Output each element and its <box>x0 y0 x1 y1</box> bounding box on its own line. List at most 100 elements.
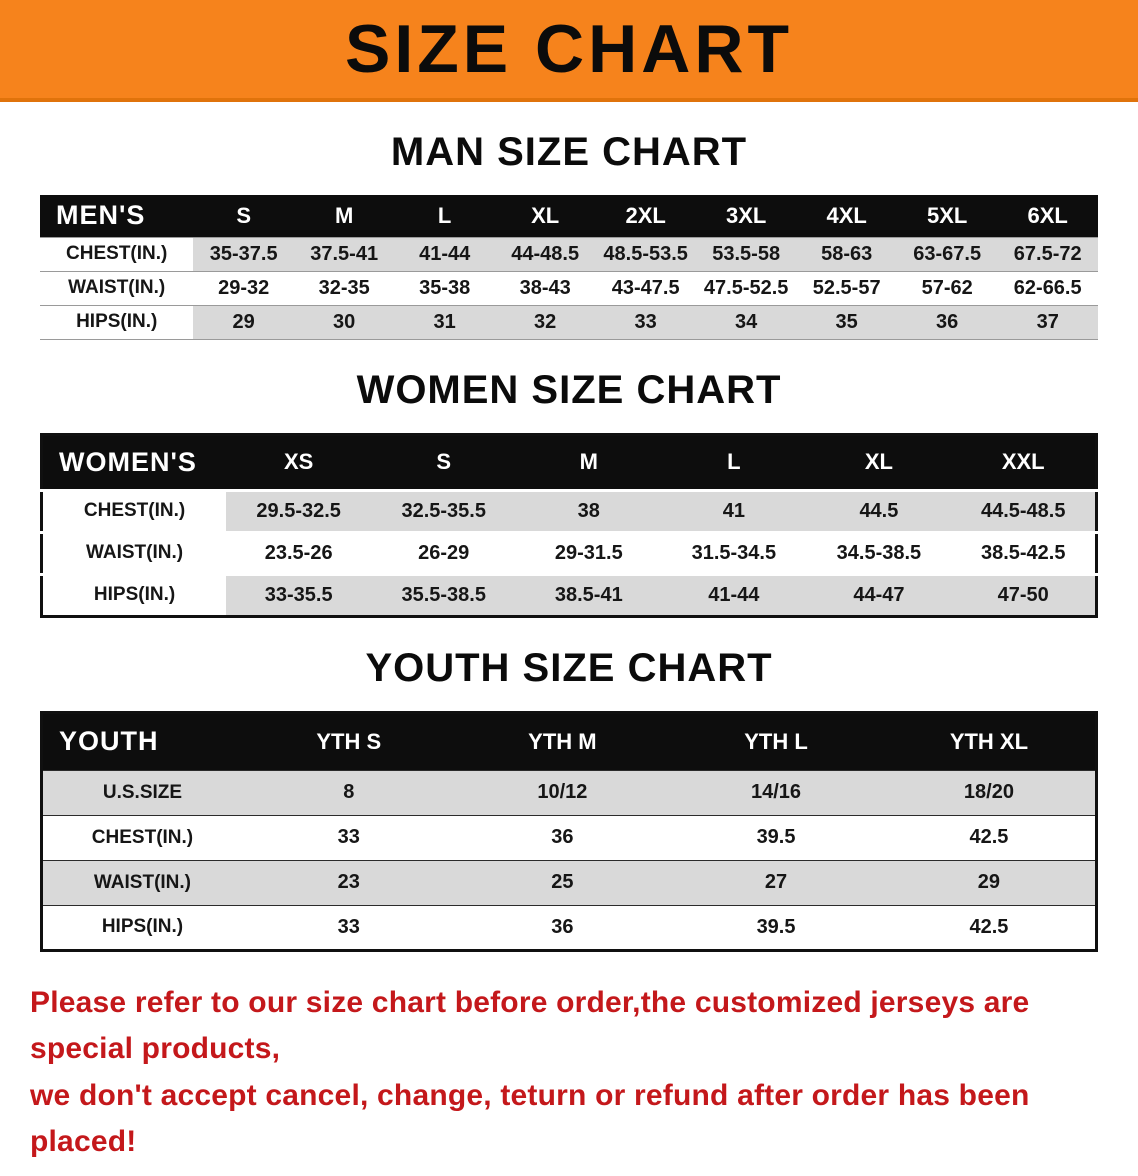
value-cell: 36 <box>455 814 670 860</box>
size-header-cell: YTH S <box>241 712 456 770</box>
value-cell: 10/12 <box>455 769 670 815</box>
row-label-cell: HIPS(IN.) <box>41 572 227 616</box>
value-cell: 39.5 <box>669 904 883 950</box>
table-header-row: MEN'S S M L XL 2XL 3XL 4XL 5XL 6XL <box>40 195 1098 237</box>
value-cell: 29 <box>193 305 294 340</box>
table-row: WAIST(IN.) 23.5-26 26-29 29-31.5 31.5-34.5 34… <box>41 530 1097 574</box>
value-cell: 58-63 <box>796 236 897 272</box>
table-row: HIPS(IN.) 33-35.5 35.5-38.5 38.5-41 41-44 44-… <box>41 572 1097 616</box>
value-cell: 29.5-32.5 <box>226 488 372 532</box>
row-label-cell: HIPS(IN.) <box>40 305 194 340</box>
value-cell: 38.5-42.5 <box>951 530 1097 574</box>
row-label-cell: WAIST(IN.) <box>40 271 194 306</box>
value-cell: 32.5-35.5 <box>371 488 517 532</box>
table-title-cell: MEN'S <box>40 195 194 237</box>
value-cell: 29-32 <box>193 271 294 306</box>
value-cell: 18/20 <box>882 769 1097 815</box>
value-cell: 23 <box>241 859 456 905</box>
table-title-cell: YOUTH <box>41 712 242 770</box>
row-label-cell: U.S.SIZE <box>41 769 242 815</box>
value-cell: 36 <box>896 305 998 340</box>
banner-title: SIZE CHART <box>345 11 793 87</box>
size-header-cell: XS <box>226 434 372 490</box>
value-cell: 33 <box>241 904 456 950</box>
table-row: WAIST(IN.) 29-32 32-35 35-38 38-43 43-47.5 47.… <box>40 271 1098 306</box>
value-cell: 34.5-38.5 <box>806 530 952 574</box>
size-header-cell: L <box>661 434 807 490</box>
value-cell: 26-29 <box>371 530 517 574</box>
value-cell: 32-35 <box>293 271 395 306</box>
value-cell: 38.5-41 <box>516 572 662 616</box>
youth-section-heading: YOUTH SIZE CHART <box>365 645 773 690</box>
value-cell: 29 <box>882 859 1097 905</box>
value-cell: 8 <box>241 769 456 815</box>
men-size-table: MEN'S S M L XL 2XL 3XL 4XL 5XL 6XL CHEST(IN.) 35-37… <box>40 195 1098 340</box>
value-cell: 33 <box>595 305 696 340</box>
row-label-cell: WAIST(IN.) <box>41 859 242 905</box>
value-cell: 35 <box>796 305 897 340</box>
table-title-cell: WOMEN'S <box>41 434 227 490</box>
value-cell: 44-48.5 <box>494 236 596 272</box>
value-cell: 23.5-26 <box>226 530 372 574</box>
row-label-cell: CHEST(IN.) <box>41 814 242 860</box>
women-size-table: WOMEN'S XS S M L XL XXL CHEST(IN.) 29.5-32.5 32.5… <box>40 432 1098 618</box>
value-cell: 38 <box>516 488 662 532</box>
table-row: CHEST(IN.) 33 36 39.5 42.5 <box>41 814 1097 860</box>
table-row: CHEST(IN.) 29.5-32.5 32.5-35.5 38 41 44.5 44.5… <box>41 488 1097 532</box>
size-header-cell: L <box>394 195 495 237</box>
disclaimer-line-2: we don't accept cancel, change, teturn o… <box>30 1078 1030 1159</box>
value-cell: 57-62 <box>896 271 998 306</box>
value-cell: 38-43 <box>494 271 596 306</box>
disclaimer-line-1: Please refer to our size chart before or… <box>30 985 1030 1066</box>
value-cell: 33 <box>241 814 456 860</box>
table-row: HIPS(IN.) 29 30 31 32 33 34 35 36 37 <box>40 305 1098 340</box>
women-section-heading: WOMEN SIZE CHART <box>356 367 782 412</box>
disclaimer: Please refer to our size chart before or… <box>0 980 1138 1166</box>
value-cell: 37 <box>997 305 1098 340</box>
value-cell: 35-38 <box>394 271 495 306</box>
value-cell: 30 <box>293 305 395 340</box>
value-cell: 34 <box>695 305 797 340</box>
value-cell: 27 <box>669 859 883 905</box>
table-row: WAIST(IN.) 23 25 27 29 <box>41 859 1097 905</box>
size-header-cell: 2XL <box>595 195 696 237</box>
value-cell: 47.5-52.5 <box>695 271 797 306</box>
value-cell: 47-50 <box>951 572 1097 616</box>
value-cell: 33-35.5 <box>226 572 372 616</box>
value-cell: 41-44 <box>661 572 807 616</box>
value-cell: 36 <box>455 904 670 950</box>
row-label-cell: CHEST(IN.) <box>40 236 194 272</box>
value-cell: 53.5-58 <box>695 236 797 272</box>
men-section-heading: MAN SIZE CHART <box>390 130 748 174</box>
value-cell: 67.5-72 <box>997 236 1098 272</box>
value-cell: 42.5 <box>882 814 1097 860</box>
value-cell: 48.5-53.5 <box>595 236 696 272</box>
value-cell: 31 <box>394 305 495 340</box>
value-cell: 41-44 <box>394 236 495 272</box>
value-cell: 25 <box>455 859 670 905</box>
size-header-cell: M <box>516 434 662 490</box>
row-label-cell: CHEST(IN.) <box>41 488 227 532</box>
size-chart-banner: SIZE CHART <box>0 0 1138 102</box>
youth-size-section: YOUTH SIZE CHART YOUTH YTH S YTH M YTH L YTH… <box>0 646 1138 952</box>
size-header-cell: S <box>371 434 517 490</box>
table-row: HIPS(IN.) 33 36 39.5 42.5 <box>41 904 1097 950</box>
size-header-cell: XL <box>806 434 952 490</box>
size-header-cell: M <box>293 195 395 237</box>
value-cell: 29-31.5 <box>516 530 662 574</box>
size-header-cell: XL <box>494 195 596 237</box>
size-header-cell: 3XL <box>695 195 797 237</box>
size-header-cell: 6XL <box>997 195 1098 237</box>
value-cell: 52.5-57 <box>796 271 897 306</box>
men-size-section: MAN SIZE CHART MEN'S S M L XL 2XL 3XL 4XL 5XL 6XL… <box>0 130 1138 340</box>
size-header-cell: 4XL <box>796 195 897 237</box>
table-row: U.S.SIZE 8 10/12 14/16 18/20 <box>41 769 1097 815</box>
value-cell: 14/16 <box>669 769 883 815</box>
row-label-cell: WAIST(IN.) <box>41 530 227 574</box>
value-cell: 39.5 <box>669 814 883 860</box>
value-cell: 44.5-48.5 <box>951 488 1097 532</box>
value-cell: 63-67.5 <box>896 236 998 272</box>
value-cell: 42.5 <box>882 904 1097 950</box>
value-cell: 35.5-38.5 <box>371 572 517 616</box>
value-cell: 31.5-34.5 <box>661 530 807 574</box>
